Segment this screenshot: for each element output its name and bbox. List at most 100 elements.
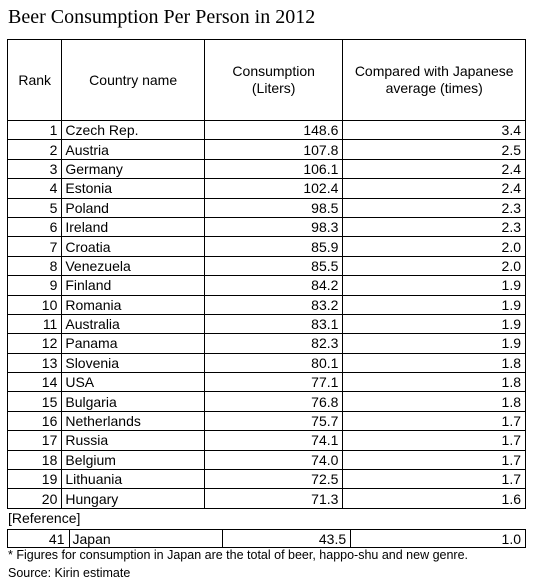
rank-cell: 1 (6, 119, 63, 141)
compared-cell: 1.9 (342, 333, 526, 354)
compared-cell: 2.4 (342, 158, 526, 180)
compared-cell: 2.3 (342, 197, 526, 218)
country-cell: Venezuela (61, 255, 205, 277)
country-cell: Hungary (61, 488, 205, 509)
consumption-cell: 102.4 (203, 178, 344, 199)
rank-cell: 2 (6, 139, 63, 160)
compared-cell: 1.8 (342, 372, 526, 393)
rank-cell: 7 (6, 236, 63, 257)
country-cell: Ireland (61, 216, 205, 238)
compared-cell: 2.5 (342, 139, 526, 160)
compared-cell: 1.7 (342, 410, 526, 432)
reference-rank: 41 (7, 529, 70, 548)
compared-cell: 1.7 (342, 430, 526, 451)
compared-cell: 1.6 (342, 488, 526, 509)
table-row: 4 Estonia 102.4 2.4 (6, 178, 526, 199)
rank-cell: 14 (6, 372, 63, 393)
table-row: 19 Lithuania 72.5 1.7 (6, 469, 526, 490)
table-row: 7 Croatia 85.9 2.0 (6, 236, 526, 257)
rank-cell: 20 (6, 488, 63, 509)
country-cell: Germany (61, 158, 205, 180)
table-row: 10 Romania 83.2 1.9 (6, 294, 526, 315)
rank-cell: 10 (6, 294, 63, 315)
compared-cell: 1.9 (342, 294, 526, 315)
table-row: 15 Bulgaria 76.8 1.8 (6, 391, 526, 412)
table-row: 12 Panama 82.3 1.9 (6, 333, 526, 354)
consumption-cell: 85.5 (203, 255, 344, 277)
consumption-cell: 74.1 (203, 430, 344, 451)
header-rank: Rank (6, 39, 63, 121)
rank-cell: 16 (6, 410, 63, 432)
header-compared: Compared with Japanese average (times) (342, 39, 526, 121)
consumption-cell: 76.8 (203, 391, 344, 412)
table-row: 17 Russia 74.1 1.7 (6, 430, 526, 451)
country-cell: Croatia (61, 236, 205, 257)
reference-consumption: 43.5 (221, 529, 352, 548)
table-row: 13 Slovenia 80.1 1.8 (6, 352, 526, 374)
country-cell: Russia (61, 430, 205, 451)
consumption-cell: 82.3 (203, 333, 344, 354)
compared-cell: 1.9 (342, 313, 526, 335)
table-row: 6 Ireland 98.3 2.3 (6, 216, 526, 238)
country-cell: Poland (61, 197, 205, 218)
compared-cell: 1.9 (342, 275, 526, 296)
table-row: 8 Venezuela 85.5 2.0 (6, 255, 526, 277)
compared-cell: 2.0 (342, 236, 526, 257)
compared-cell: 1.8 (342, 352, 526, 374)
compared-cell: 2.4 (342, 178, 526, 199)
rank-cell: 5 (6, 197, 63, 218)
header-country: Country name (61, 39, 205, 121)
country-cell: Australia (61, 313, 205, 335)
consumption-cell: 83.1 (203, 313, 344, 335)
consumption-cell: 75.7 (203, 410, 344, 432)
table-row: 2 Austria 107.8 2.5 (6, 139, 526, 160)
consumption-cell: 107.8 (203, 139, 344, 160)
country-cell: Lithuania (61, 469, 205, 490)
reference-country: Japan (68, 529, 223, 548)
consumption-cell: 71.3 (203, 488, 344, 509)
compared-cell: 2.0 (342, 255, 526, 277)
compared-cell: 3.4 (342, 119, 526, 141)
rank-cell: 19 (6, 469, 63, 490)
consumption-cell: 72.5 (203, 469, 344, 490)
rank-cell: 3 (6, 158, 63, 180)
rank-cell: 12 (6, 333, 63, 354)
country-cell: Belgium (61, 449, 205, 471)
rank-cell: 11 (6, 313, 63, 335)
rank-cell: 9 (6, 275, 63, 296)
country-cell: Czech Rep. (61, 119, 205, 141)
table-row: 14 USA 77.1 1.8 (6, 372, 526, 393)
consumption-cell: 98.5 (203, 197, 344, 218)
compared-cell: 1.7 (342, 469, 526, 490)
reference-row: 41 Japan 43.5 1.0 (7, 529, 526, 548)
consumption-cell: 98.3 (203, 216, 344, 238)
country-cell: Romania (61, 294, 205, 315)
source-note: Source: Kirin estimate (8, 566, 131, 580)
compared-cell: 2.3 (342, 216, 526, 238)
rank-cell: 17 (6, 430, 63, 451)
reference-compared: 1.0 (350, 529, 526, 548)
rank-cell: 18 (6, 449, 63, 471)
consumption-cell: 85.9 (203, 236, 344, 257)
rank-cell: 15 (6, 391, 63, 412)
table-row: 16 Netherlands 75.7 1.7 (6, 410, 526, 432)
rank-cell: 13 (6, 352, 63, 374)
table-row: 3 Germany 106.1 2.4 (6, 158, 526, 180)
page-title: Beer Consumption Per Person in 2012 (8, 6, 316, 28)
table-row: 9 Finland 84.2 1.9 (6, 275, 526, 296)
country-cell: Austria (61, 139, 205, 160)
consumption-cell: 77.1 (203, 372, 344, 393)
country-cell: Netherlands (61, 410, 205, 432)
table-header-row: Rank Country name Consumption (Liters) C… (6, 39, 526, 121)
consumption-cell: 84.2 (203, 275, 344, 296)
country-cell: Bulgaria (61, 391, 205, 412)
consumption-cell: 148.6 (203, 119, 344, 141)
rank-cell: 4 (6, 178, 63, 199)
footnote: * Figures for consumption in Japan are t… (8, 548, 469, 562)
country-cell: Estonia (61, 178, 205, 199)
consumption-cell: 74.0 (203, 449, 344, 471)
compared-cell: 1.8 (342, 391, 526, 412)
consumption-cell: 106.1 (203, 158, 344, 180)
header-consumption: Consumption (Liters) (203, 39, 344, 121)
beer-consumption-table: Rank Country name Consumption (Liters) C… (6, 39, 526, 509)
